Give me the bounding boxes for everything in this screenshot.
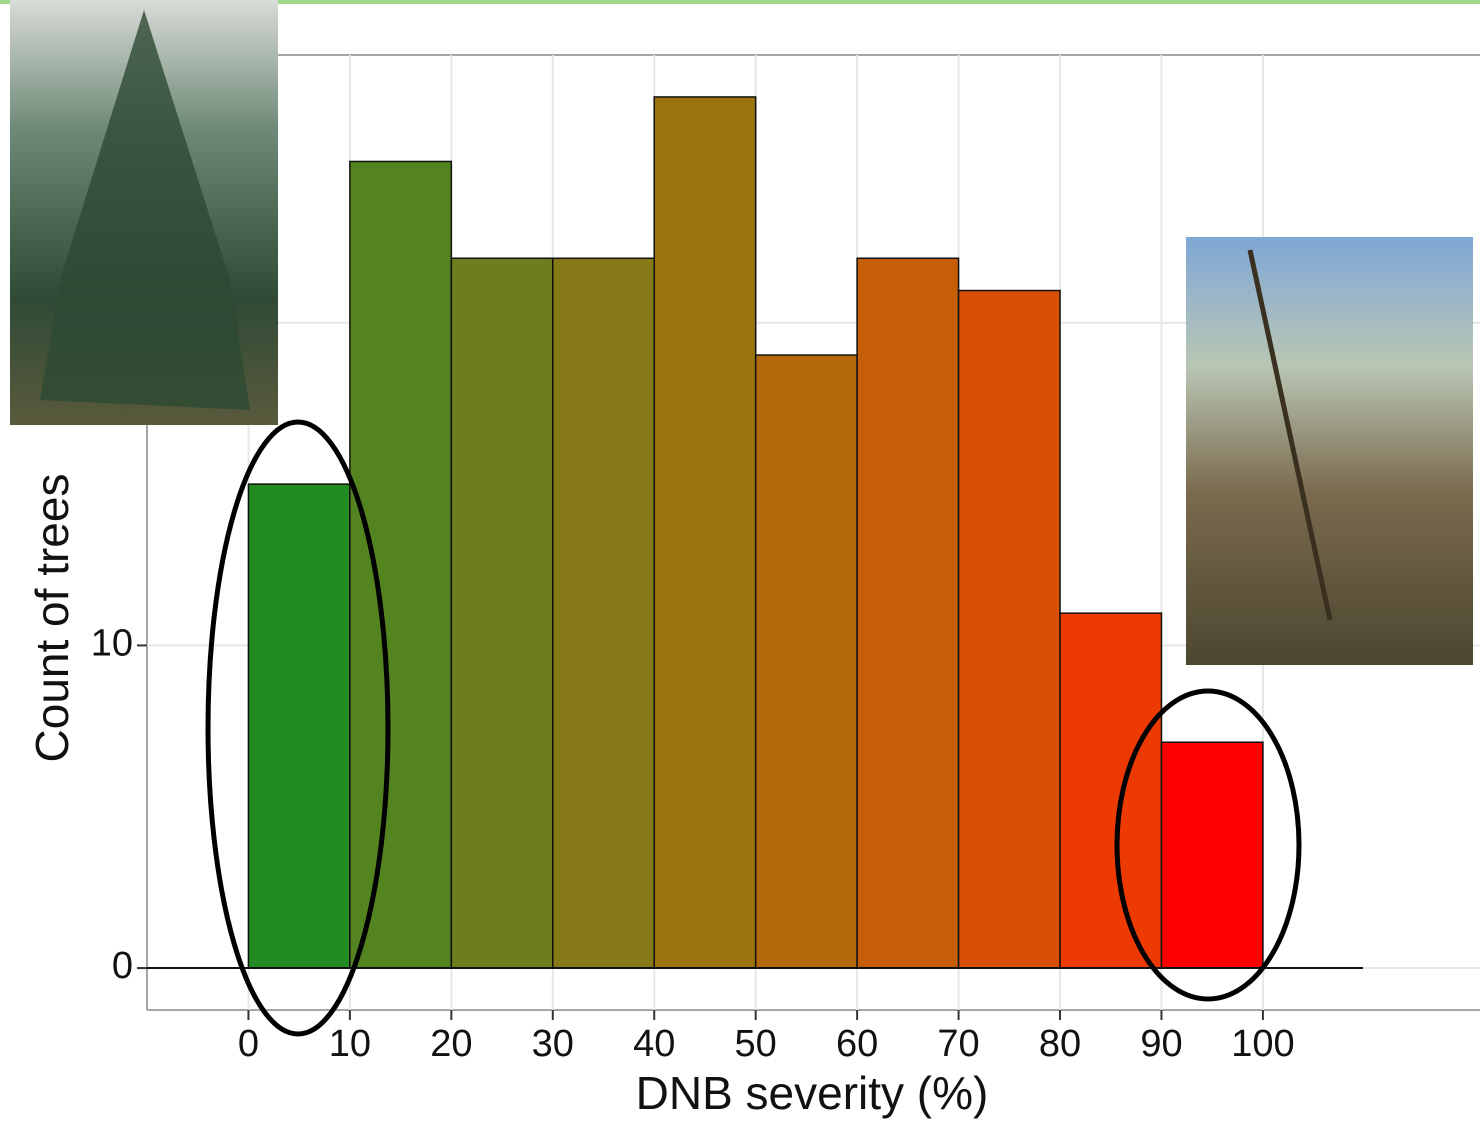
bar	[754, 354, 858, 969]
y-tick-label: 10	[91, 622, 133, 664]
bar	[349, 160, 453, 969]
x-tick-label: 70	[937, 1023, 979, 1065]
highlight-ellipse	[205, 419, 391, 1037]
bar	[653, 96, 757, 969]
plot-area: 010200102030405060708090100	[91, 54, 1480, 1065]
diseased-tree-photo	[1186, 237, 1473, 665]
healthy-tree-shape	[40, 10, 250, 410]
x-tick-label: 50	[735, 1023, 777, 1065]
bar	[450, 257, 554, 969]
x-tick-label: 100	[1231, 1023, 1294, 1065]
bar	[856, 257, 960, 969]
x-tick-label: 60	[836, 1023, 878, 1065]
bar	[247, 483, 351, 969]
diseased-tree-trunk	[1247, 249, 1333, 621]
x-tick-label: 40	[633, 1023, 675, 1065]
highlight-ellipse	[1114, 688, 1302, 1002]
x-tick-label: 20	[430, 1023, 472, 1065]
x-tick-label: 80	[1039, 1023, 1081, 1065]
x-tick-label: 10	[329, 1023, 371, 1065]
x-tick-label: 30	[532, 1023, 574, 1065]
x-tick-label: 0	[238, 1023, 259, 1065]
x-tick-label: 90	[1140, 1023, 1182, 1065]
bar	[1160, 741, 1264, 969]
bar	[957, 289, 1061, 969]
bar	[552, 257, 655, 969]
bar	[1059, 612, 1163, 969]
y-axis-title: Count of trees	[26, 474, 78, 763]
x-axis-title: DNB severity (%)	[636, 1067, 989, 1119]
y-tick-label: 0	[112, 945, 133, 987]
top-border	[0, 0, 1480, 4]
